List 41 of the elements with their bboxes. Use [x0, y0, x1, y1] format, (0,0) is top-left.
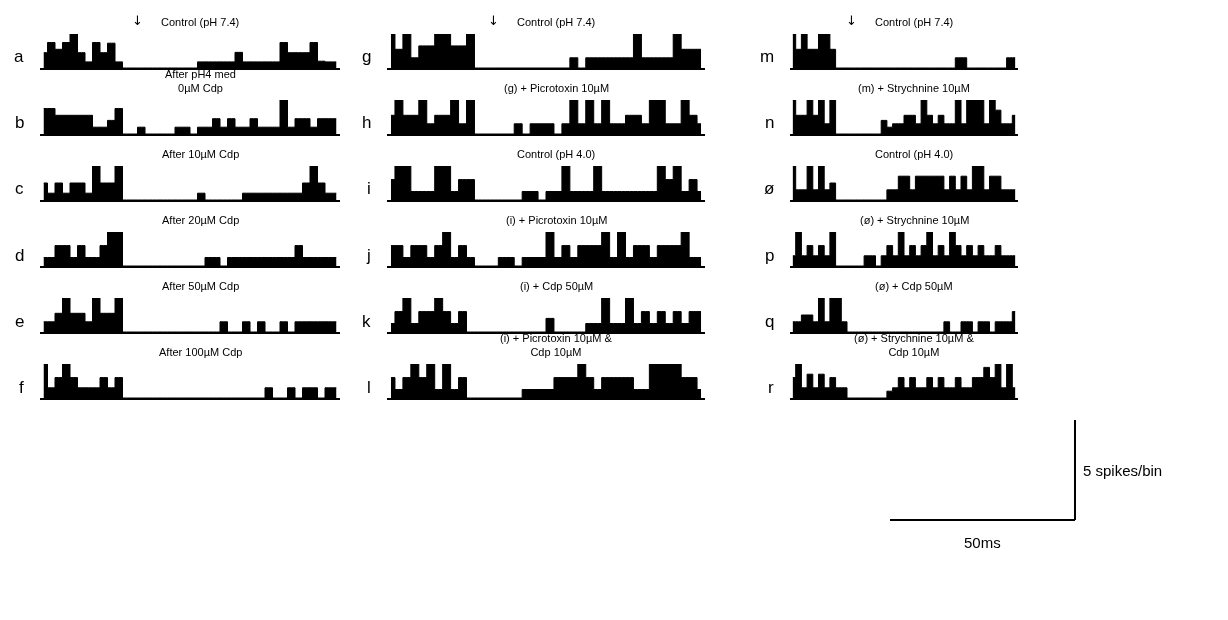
- chart-title: After pH4 med 0µM Cdp: [165, 68, 236, 95]
- chart-title: After 10µM Cdp: [162, 148, 240, 160]
- text: 5 spikes/bin: [1083, 462, 1163, 479]
- chart-title: (i) + Cdp 50µM: [520, 280, 594, 292]
- y-axis-title: n: [765, 113, 775, 132]
- y-axis-title: d: [15, 246, 25, 265]
- y-axis-title: h: [362, 113, 372, 132]
- chart-title: Control (pH 4.0): [517, 148, 596, 160]
- chart-title: (i) + Picrotoxin 10µM: [506, 214, 608, 226]
- chart-title: After 20µM Cdp: [162, 214, 240, 226]
- text: ↓: [846, 13, 857, 28]
- y-axis-title: ø: [764, 179, 775, 198]
- chart-title: (m) + Strychnine 10µM: [858, 82, 970, 94]
- y-axis-title: l: [367, 378, 371, 397]
- text: ↓: [488, 13, 499, 28]
- chart-title: Control (pH 7.4): [161, 16, 240, 28]
- chart-title: (ø) + Strychnine 10µM: [860, 214, 970, 226]
- y-axis-title: b: [15, 113, 25, 132]
- y-axis-title: i: [367, 179, 371, 198]
- chart-title: After 50µM Cdp: [162, 280, 240, 292]
- text: 50ms: [964, 534, 1001, 551]
- chart-title: (ø) + Cdp 50µM: [875, 280, 953, 292]
- y-axis-title: q: [765, 312, 775, 331]
- chart-title: (ø) + Strychnine 10µM & Cdp 10µM: [854, 332, 975, 359]
- y-axis-title: g: [362, 47, 372, 66]
- text: ↓: [132, 13, 143, 28]
- y-axis-title: r: [768, 378, 774, 397]
- y-axis-title: f: [19, 378, 24, 397]
- chart-title: Control (pH 7.4): [875, 16, 954, 28]
- y-axis-title: e: [15, 312, 25, 331]
- y-axis-title: a: [14, 47, 24, 66]
- y-axis-title: k: [362, 312, 371, 331]
- chart-title: After 100µM Cdp: [159, 346, 243, 358]
- y-axis-title: m: [760, 47, 775, 66]
- y-axis-title: p: [765, 246, 775, 265]
- chart-title: (i) + Picrotoxin 10µM & Cdp 10µM: [500, 332, 613, 359]
- y-axis-title: j: [366, 246, 371, 265]
- y-axis-title: c: [15, 179, 24, 198]
- chart-title: Control (pH 7.4): [517, 16, 596, 28]
- chart-title: Control (pH 4.0): [875, 148, 954, 160]
- chart-title: (g) + Picrotoxin 10µM: [504, 82, 610, 94]
